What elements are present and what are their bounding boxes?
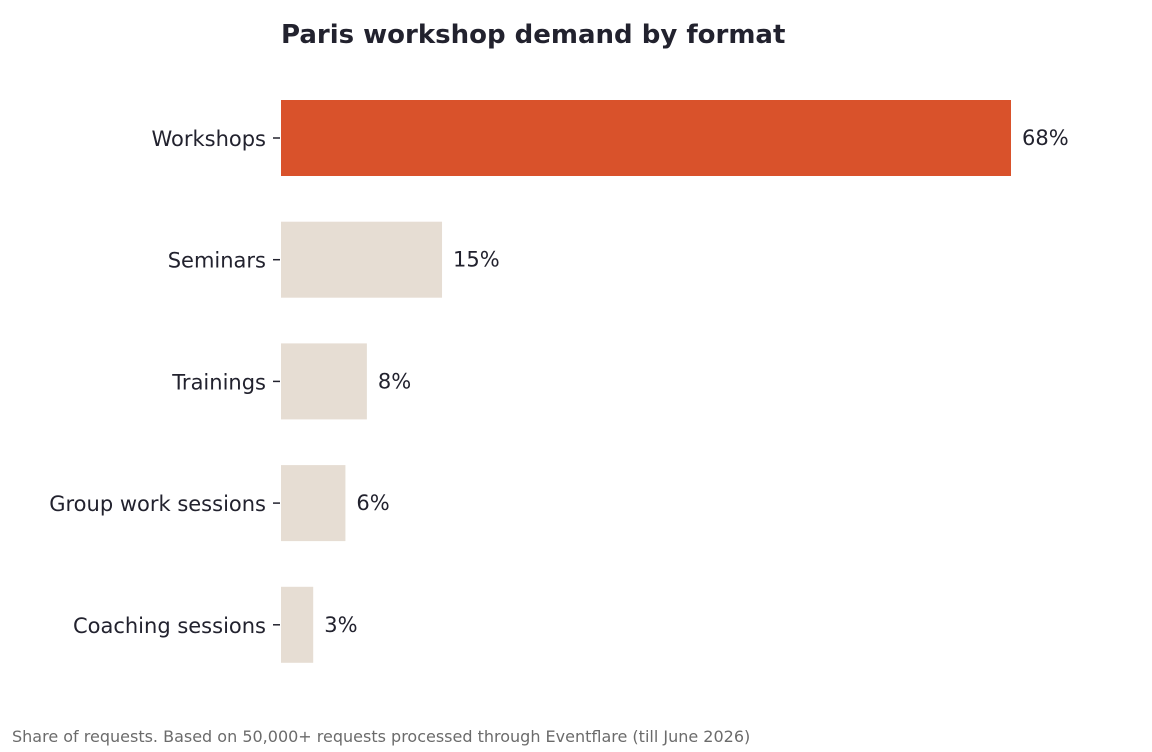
y-tick-label: Workshops xyxy=(151,127,266,151)
value-label: 8% xyxy=(378,369,411,393)
chart-title: Paris workshop demand by format xyxy=(281,20,786,50)
value-label: 68% xyxy=(1022,126,1069,150)
value-label: 3% xyxy=(324,613,357,637)
value-label: 6% xyxy=(356,491,389,515)
bar-seminars xyxy=(281,221,443,298)
value-label: 15% xyxy=(453,248,500,272)
y-tick-label: Seminars xyxy=(168,249,266,273)
y-tick-label: Trainings xyxy=(171,370,266,394)
bar-coaching-sessions xyxy=(281,586,314,663)
footnote: Share of requests. Based on 50,000+ requ… xyxy=(12,727,751,746)
bar-group-work-sessions xyxy=(281,465,346,542)
y-tick-label: Coaching sessions xyxy=(73,614,266,638)
y-tick-label: Group work sessions xyxy=(49,492,266,516)
bar-workshops xyxy=(281,100,1011,176)
bar-trainings xyxy=(281,343,367,420)
